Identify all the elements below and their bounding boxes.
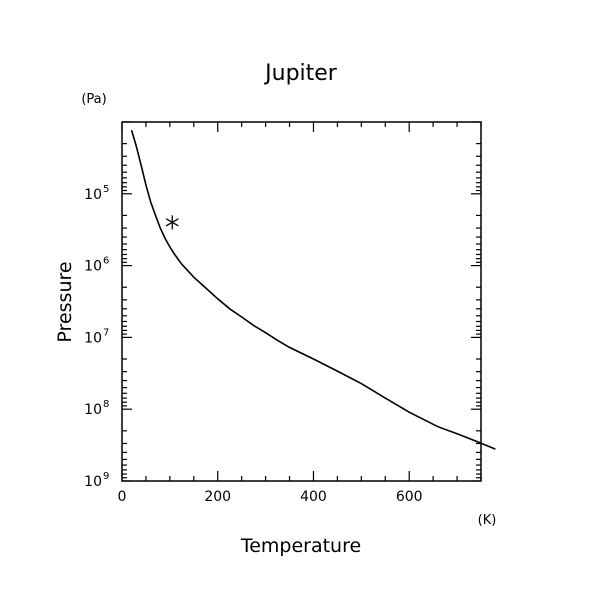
y-tick-label: 10 bbox=[84, 187, 102, 203]
asterisk-marker bbox=[165, 215, 179, 230]
y-tick-exponent: 5 bbox=[103, 184, 109, 195]
x-tick-label: 0 bbox=[118, 489, 127, 505]
y-tick-exponent: 8 bbox=[103, 399, 109, 410]
x-tick-label: 600 bbox=[396, 489, 423, 505]
x-unit-label: (K) bbox=[478, 513, 497, 528]
y-tick-label: 10 bbox=[84, 259, 102, 275]
asterisk-stroke bbox=[165, 218, 179, 227]
plot-area bbox=[130, 129, 496, 450]
y-tick-exponent: 9 bbox=[103, 471, 109, 482]
y-tick-exponent: 6 bbox=[103, 256, 109, 267]
x-tick-label: 200 bbox=[204, 489, 231, 505]
y-unit-label: (Pa) bbox=[81, 92, 106, 107]
y-axis-label: Pressure bbox=[54, 261, 76, 342]
y-tick-exponent: 7 bbox=[103, 327, 109, 338]
x-axis-label: Temperature bbox=[240, 535, 361, 557]
y-tick-label: 10 bbox=[84, 330, 102, 346]
y-tick-label: 10 bbox=[84, 402, 102, 418]
chart-title: Jupiter bbox=[263, 61, 338, 86]
axis-ticks bbox=[121, 121, 482, 482]
y-tick-label: 10 bbox=[84, 474, 102, 490]
series-line bbox=[130, 129, 496, 450]
x-tick-label: 400 bbox=[300, 489, 327, 505]
plot-frame bbox=[121, 121, 482, 482]
